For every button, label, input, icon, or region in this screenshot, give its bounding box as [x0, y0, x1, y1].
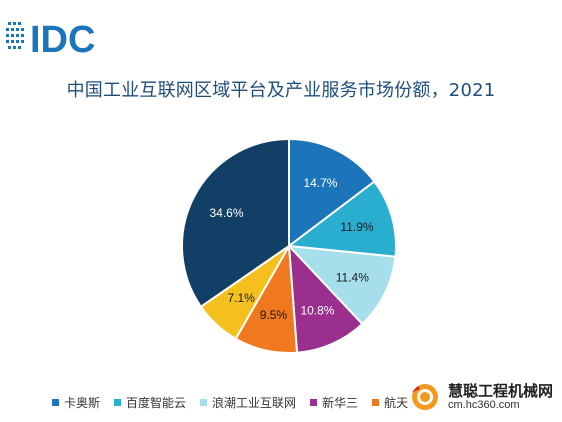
pie-slice-3	[287, 243, 364, 354]
legend-swatch-0	[52, 398, 59, 406]
legend-label-3: 新华三	[322, 395, 359, 410]
legend-swatch-3	[310, 398, 318, 406]
legend-swatch-2	[200, 398, 208, 406]
idc-logo: IDC	[6, 12, 126, 62]
chart-title: 中国工业互联网区域平台及产业服务市场份额，2021	[66, 80, 496, 101]
pie-slice-label-0: 14.7%	[303, 176, 337, 190]
legend-swatch-4	[372, 398, 380, 406]
pie-slice-label-5: 7.1%	[227, 291, 255, 305]
chart-legend: 卡奥斯百度智能云浪潮工业互联网新华三航天云网	[52, 392, 432, 412]
watermark-title: 慧聪工程机械网	[448, 381, 554, 400]
legend-item-2: 浪潮工业互联网	[200, 394, 296, 411]
watermark-url: cm.hc360.com	[448, 399, 520, 412]
pie-slice-0	[288, 137, 376, 249]
pie-slice-2	[286, 244, 397, 326]
pie-slice-6	[181, 137, 290, 309]
idc-logo-text: IDC	[30, 19, 95, 61]
legend-label-1: 百度智能云	[126, 395, 187, 410]
pie-slice-1	[286, 180, 397, 258]
pie-slice-label-3: 10.8%	[300, 304, 334, 318]
pie-slice-label-2: 11.4%	[336, 270, 369, 284]
pie-slice-label-4: 9.5%	[260, 308, 288, 322]
legend-label-2: 浪潮工业互联网	[212, 395, 297, 410]
watermark-logo-icon	[412, 384, 438, 410]
idc-logo-graphic: IDC	[6, 19, 95, 61]
watermark: 慧聪工程机械网 cm.hc360.com	[408, 376, 558, 418]
legend-item-1: 百度智能云	[114, 394, 186, 411]
pie-slice-label-6: 34.6%	[209, 206, 243, 220]
legend-swatch-1	[114, 398, 122, 406]
legend-label-0: 卡奥斯	[64, 395, 101, 410]
pie-slice-label-1: 11.9%	[340, 220, 373, 234]
legend-item-3: 新华三	[310, 394, 358, 411]
legend-item-0: 卡奥斯	[52, 394, 100, 411]
